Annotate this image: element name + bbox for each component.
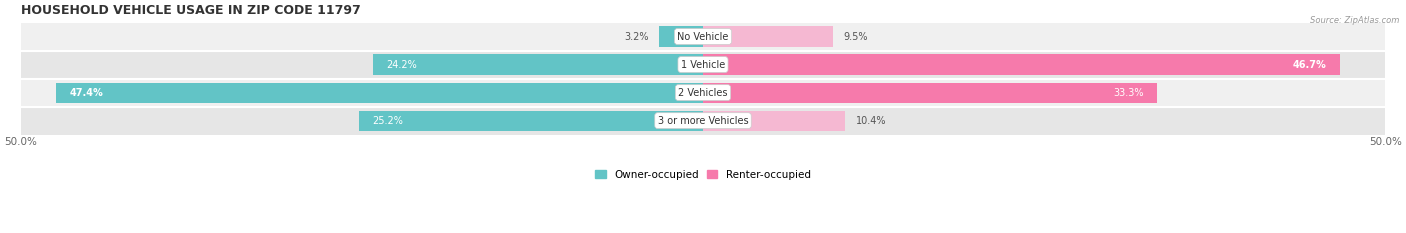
Bar [659, 26, 703, 47]
Text: 10.4%: 10.4% [856, 116, 886, 126]
Bar [703, 55, 1340, 75]
Bar [21, 107, 1385, 135]
Text: 9.5%: 9.5% [844, 31, 868, 41]
Text: No Vehicle: No Vehicle [678, 31, 728, 41]
Bar [21, 51, 1385, 79]
Text: HOUSEHOLD VEHICLE USAGE IN ZIP CODE 11797: HOUSEHOLD VEHICLE USAGE IN ZIP CODE 1179… [21, 4, 360, 17]
Text: 47.4%: 47.4% [70, 88, 104, 98]
Bar [703, 110, 845, 131]
Text: 46.7%: 46.7% [1294, 60, 1327, 70]
Bar [703, 82, 1157, 103]
Legend: Owner-occupied, Renter-occupied: Owner-occupied, Renter-occupied [595, 170, 811, 180]
Bar [373, 55, 703, 75]
Text: 1 Vehicle: 1 Vehicle [681, 60, 725, 70]
Bar [359, 110, 703, 131]
Text: 2 Vehicles: 2 Vehicles [678, 88, 728, 98]
Text: 25.2%: 25.2% [373, 116, 404, 126]
Bar [56, 82, 703, 103]
Bar [21, 79, 1385, 107]
Text: 3 or more Vehicles: 3 or more Vehicles [658, 116, 748, 126]
Bar [703, 26, 832, 47]
Bar [21, 23, 1385, 51]
Text: Source: ZipAtlas.com: Source: ZipAtlas.com [1309, 16, 1399, 25]
Text: 33.3%: 33.3% [1114, 88, 1144, 98]
Text: 3.2%: 3.2% [624, 31, 648, 41]
Text: 24.2%: 24.2% [387, 60, 418, 70]
